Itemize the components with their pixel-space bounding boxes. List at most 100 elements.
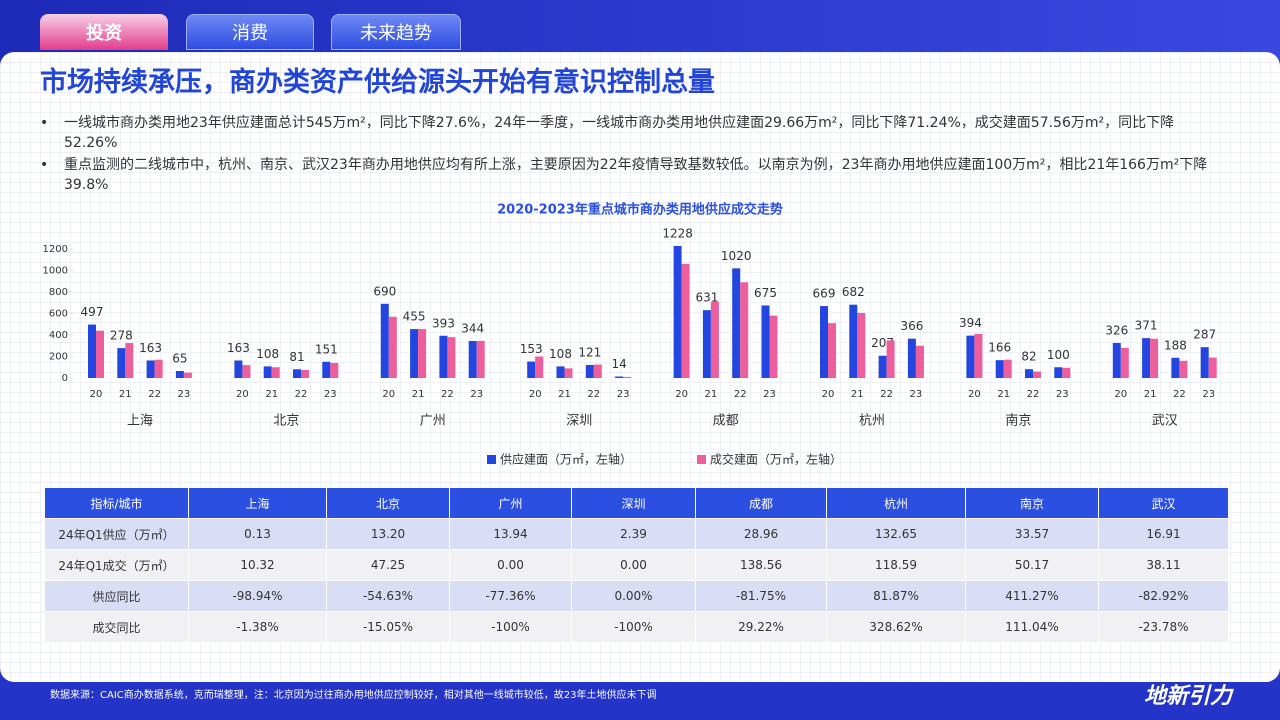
bar	[527, 361, 536, 378]
bar	[388, 316, 397, 378]
header-cell: 武汉	[1098, 487, 1229, 519]
bar	[439, 335, 448, 378]
y-tick-label: 1200	[43, 244, 68, 255]
y-tick-label: 600	[49, 309, 68, 320]
tab[interactable]: 消费	[186, 14, 314, 50]
table-cell: 28.96	[695, 518, 827, 550]
bar	[820, 306, 828, 378]
bar	[468, 341, 477, 378]
data-label: 690	[373, 284, 396, 298]
bar	[1062, 367, 1071, 378]
group-label: 武汉	[1152, 414, 1178, 429]
bar	[183, 372, 192, 378]
data-label: 1228	[662, 226, 693, 240]
bar	[263, 366, 272, 378]
x-tick-label: 21	[1144, 389, 1157, 400]
bar	[535, 356, 544, 378]
data-label: 14	[611, 357, 626, 371]
legend-label: 成交建面（万㎡，左轴）	[710, 452, 842, 467]
table-row: 24年Q1成交（万㎡） 10.32 47.25 0.00 0.00 138.56 118.5…	[44, 549, 1229, 581]
data-label: 675	[754, 286, 777, 300]
y-tick-label: 800	[49, 287, 68, 298]
bar	[732, 268, 741, 378]
table-cell: 118.59	[826, 549, 966, 581]
group-label: 杭州	[859, 414, 885, 429]
group-label: 南京	[1005, 413, 1031, 429]
data-label: 455	[403, 310, 426, 324]
table-cell: 13.20	[326, 518, 450, 550]
chart-title: 2020-2023年重点城市商办类用地供应成交走势	[497, 202, 783, 218]
y-tick-label: 400	[49, 330, 68, 341]
table-cell: 24年Q1供应（万㎡）	[44, 518, 189, 550]
bar	[154, 359, 163, 378]
bar	[710, 301, 719, 378]
x-tick-label: 21	[265, 389, 278, 400]
bar	[234, 360, 243, 378]
x-tick-label: 20	[675, 389, 688, 400]
bar	[915, 345, 924, 378]
table-cell: 16.91	[1098, 518, 1229, 550]
header-cell: 广州	[449, 487, 572, 519]
y-tick-label: 1000	[43, 266, 68, 277]
data-label: 166	[988, 341, 1011, 355]
bar	[740, 282, 749, 378]
bar	[1112, 342, 1121, 378]
x-tick-label: 20	[1114, 389, 1127, 400]
bar	[1033, 371, 1041, 378]
bar	[1171, 357, 1180, 378]
brand: 地新引力	[1143, 684, 1232, 709]
bar	[849, 304, 858, 378]
x-tick-label: 20	[382, 389, 395, 400]
table-cell: -54.63%	[326, 580, 450, 612]
data-label: 163	[227, 341, 250, 355]
header-cell: 指标/城市	[44, 487, 189, 519]
x-tick-label: 22	[587, 389, 600, 400]
table-cell: -1.38%	[188, 611, 327, 643]
x-tick-label: 22	[1027, 389, 1040, 400]
table-cell: 111.04%	[965, 611, 1099, 643]
bar	[564, 368, 573, 378]
table-row: 供应同比 -98.94% -54.63% -77.36% 0.00% -81.75% 81.…	[44, 580, 1229, 612]
bar	[1025, 369, 1033, 378]
table-cell: 81.87%	[826, 580, 966, 612]
bar	[447, 337, 456, 378]
table-cell: 138.56	[695, 549, 827, 581]
data-label: 287	[1193, 328, 1216, 342]
data-label: 108	[256, 347, 279, 361]
x-tick-label: 20	[822, 389, 835, 400]
table-cell: 132.65	[826, 518, 966, 550]
table-cell: 24年Q1成交（万㎡）	[44, 549, 189, 581]
bar	[330, 362, 339, 378]
data-label: 153	[520, 342, 543, 356]
data-label: 366	[900, 319, 923, 333]
table-cell: 328.62%	[826, 611, 966, 643]
x-tick-label: 22	[880, 389, 893, 400]
x-tick-label: 20	[529, 389, 542, 400]
bullet: 一线城市商办类用地23年供应建面总计545万m²，同比下降27.6%，24年一季…	[40, 113, 1220, 153]
data-label: 100	[1047, 348, 1070, 362]
bar	[585, 364, 594, 378]
footnote: 数据来源：CAIC商办数据系统，克而瑞整理，注：北京因为过往商办用地供应控制较好…	[50, 690, 657, 701]
bar	[886, 340, 895, 378]
header-cell: 成都	[695, 487, 827, 519]
group-label: 北京	[273, 414, 299, 429]
x-tick-label: 21	[705, 389, 718, 400]
bar	[418, 329, 427, 378]
bar	[1179, 360, 1188, 378]
x-tick-label: 22	[295, 389, 308, 400]
bar	[974, 333, 983, 378]
bar	[623, 376, 632, 378]
bar	[293, 369, 301, 378]
tab[interactable]: 未来趋势	[331, 14, 461, 50]
table-row: 成交同比 -1.38% -15.05% -100% -100% 29.22% 328.62%…	[44, 611, 1229, 643]
chart: 2020-2023年重点城市商办类用地供应成交走势 0 200 400 600 800 1…	[43, 202, 1217, 467]
table-cell: 0.13	[188, 518, 327, 550]
bar	[702, 310, 711, 378]
x-tick-label: 23	[324, 389, 337, 400]
tab[interactable]: 投资	[40, 14, 168, 50]
header-cell: 杭州	[826, 487, 966, 519]
x-tick-label: 21	[412, 389, 425, 400]
x-tick-label: 21	[851, 389, 864, 400]
page-title: 市场持续承压，商办类资产供给源头开始有意识控制总量	[40, 67, 715, 98]
y-tick-label: 0	[62, 373, 68, 384]
